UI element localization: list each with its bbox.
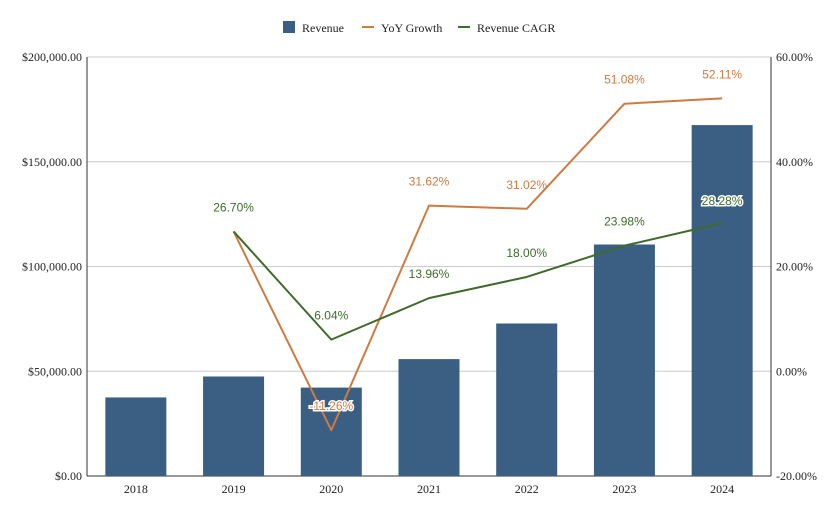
left-axis-tick-label: $200,000.00 [22, 50, 82, 64]
x-axis-tick-label: 2018 [124, 482, 148, 496]
x-axis-tick-label: 2020 [319, 482, 343, 496]
revenue-bar [496, 323, 558, 476]
revenue-cagr-data-label: 18.00% [506, 246, 547, 260]
right-axis-tick-label: 20.00% [776, 260, 813, 274]
left-axis-tick-label: $50,000.00 [28, 364, 82, 378]
revenue-cagr-data-label: 26.70% [213, 200, 254, 214]
right-axis-tick-label: 40.00% [776, 155, 813, 169]
revenue-bar [300, 387, 362, 476]
yoy-growth-data-label: 51.08% [604, 73, 645, 87]
legend-swatch-revenue [283, 21, 295, 33]
revenue-bar [398, 359, 460, 476]
revenue-bars [105, 125, 753, 477]
x-axis-tick-label: 2021 [417, 482, 441, 496]
legend-label-yoy-growth: YoY Growth [381, 21, 442, 35]
right-axis-tick-label: -20.00% [776, 469, 817, 483]
left-axis-tick-label: $100,000.00 [22, 260, 82, 274]
series-lines [232, 97, 723, 432]
yoy-growth-line [232, 97, 723, 432]
revenue-cagr-data-label: 6.04% [314, 309, 348, 323]
revenue-cagr-data-label: 23.98% [604, 215, 645, 229]
left-axis-tick-label: $150,000.00 [22, 155, 82, 169]
revenue-bar [203, 376, 265, 476]
right-axis-tick-label: 0.00% [776, 364, 807, 378]
x-axis-tick-label: 2019 [222, 482, 246, 496]
revenue-bar [105, 397, 167, 476]
yoy-growth-data-label: 52.11% [702, 67, 742, 81]
revenue-cagr-data-label: 13.96% [409, 267, 450, 281]
x-axis-tick-label: 2022 [515, 482, 539, 496]
yoy-growth-data-label: 31.62% [409, 175, 450, 189]
revenue-bar [691, 125, 753, 477]
right-axis-tick-label: 60.00% [776, 50, 813, 64]
legend-label-revenue-cagr: Revenue CAGR [477, 21, 555, 35]
revenue-cagr-data-label: 28.28% [702, 194, 743, 208]
yoy-growth-data-label: -11.26% [309, 399, 353, 413]
revenue-bar [593, 244, 655, 476]
data-labels: -11.26% 31.62% 31.02% 51.08% 52.11% 26.70% 6.0… [213, 67, 744, 414]
legend-label-revenue: Revenue [302, 21, 344, 35]
x-axis-tick-label: 2023 [612, 482, 636, 496]
x-axis-tick-label: 2024 [710, 482, 734, 496]
revenue-cagr-line [232, 222, 723, 341]
left-axis-tick-label: $0.00 [55, 469, 82, 483]
yoy-growth-data-label: 31.02% [506, 178, 547, 192]
chart-legend: Revenue YoY Growth Revenue CAGR [283, 21, 555, 35]
